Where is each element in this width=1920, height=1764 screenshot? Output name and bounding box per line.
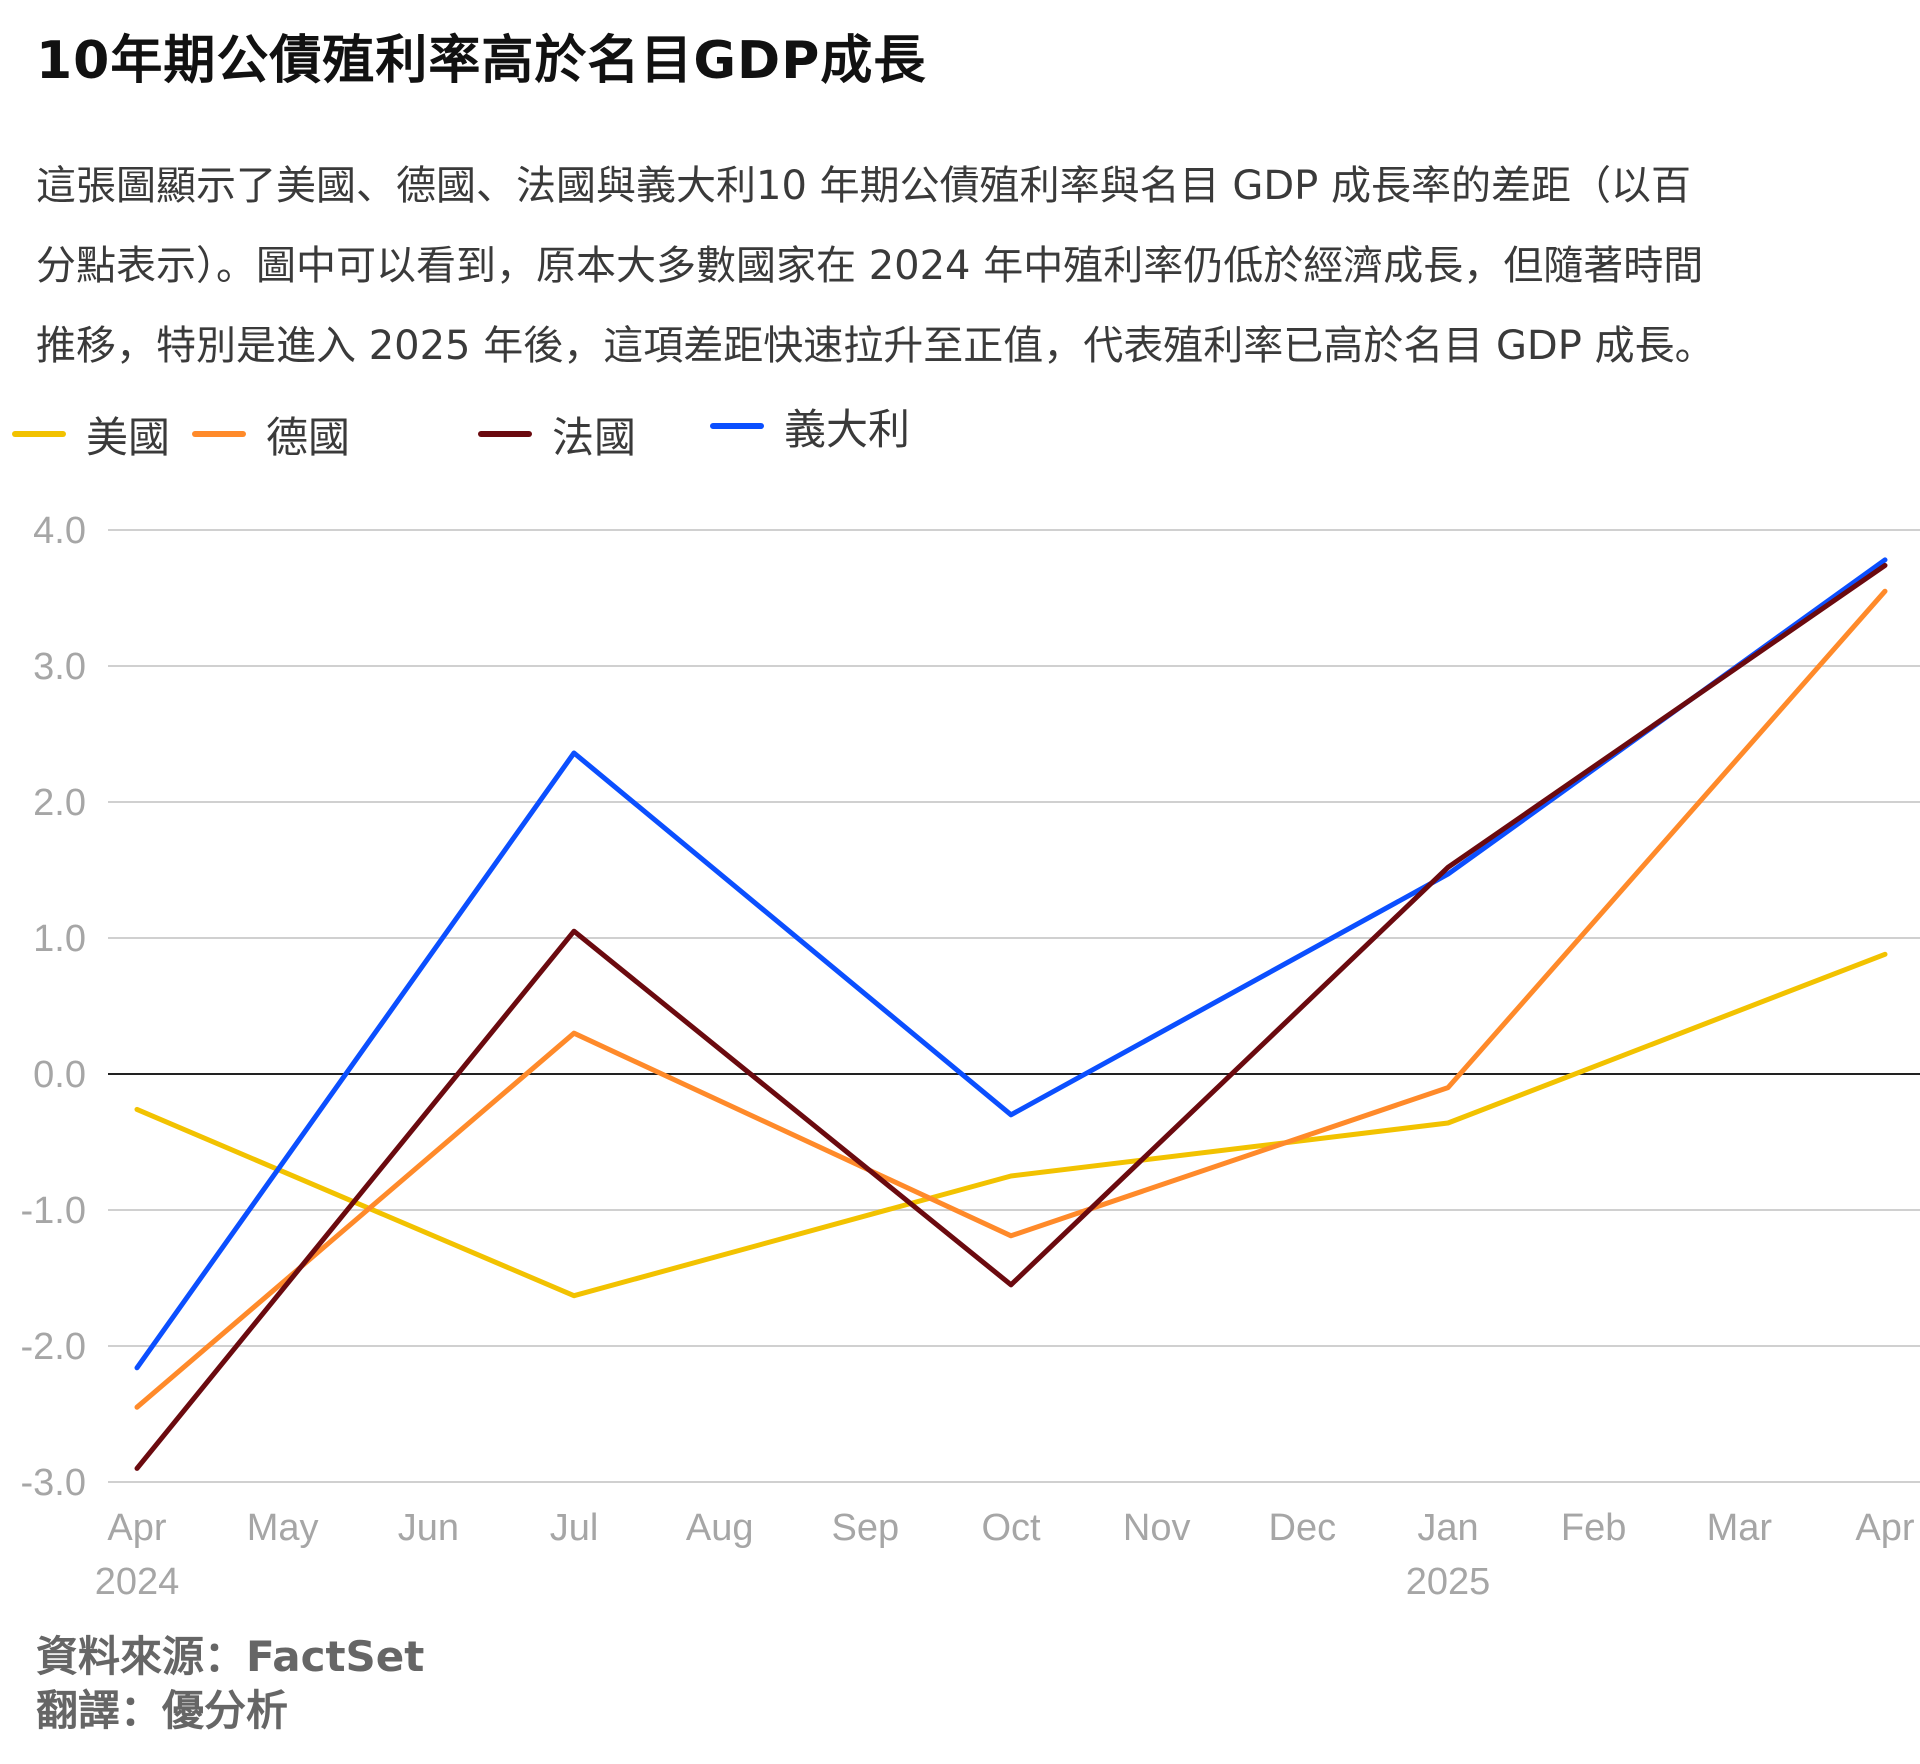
x-tick-label: Aug [686, 1507, 754, 1549]
x-tick-label: Mar [1707, 1507, 1773, 1549]
legend-swatch-italy [710, 423, 764, 429]
legend-swatch-germany [192, 431, 246, 437]
legend-item-us: 美國 [12, 404, 170, 464]
legend-item-france: 法國 [478, 404, 636, 464]
translator-line: 翻譯：優分析 [36, 1686, 289, 1735]
series-line [134, 562, 1888, 1471]
legend-label-italy: 義大利 [784, 404, 911, 454]
y-tick-label: 1.0 [33, 918, 86, 960]
series-line [134, 588, 1888, 1410]
x-tick-label: Feb [1561, 1507, 1626, 1549]
x-tick-label: Jun [398, 1507, 459, 1549]
source-line: 資料來源：FactSet [36, 1632, 425, 1681]
x-tick-label: Apr [1855, 1507, 1914, 1549]
x-year-label: 2024 [95, 1561, 180, 1603]
y-tick-label: -3.0 [21, 1462, 86, 1504]
x-year-label: 2025 [1406, 1561, 1491, 1603]
y-tick-label: -2.0 [21, 1326, 86, 1368]
legend-label-france: 法國 [552, 412, 637, 462]
x-tick-label: Dec [1269, 1507, 1337, 1549]
x-tick-label: Jan [1417, 1507, 1478, 1549]
x-tick-label: Oct [981, 1507, 1041, 1549]
y-tick-label: 4.0 [33, 510, 86, 552]
y-tick-label: -1.0 [21, 1190, 86, 1232]
description-line: 這張圖顯示了美國、德國、法國與義大利10 年期公債殖利率與名目 GDP 成長率的… [36, 163, 1691, 209]
chart-description: 這張圖顯示了美國、德國、法國與義大利10 年期公債殖利率與名目 GDP 成長率的… [36, 146, 1906, 386]
line-chart: 4.0 3.0 2.0 1.0 0.0 -1.0 -2.0 -3.0 Apr May Jun Jul A… [21, 510, 1920, 1603]
y-tick-label: 0.0 [33, 1054, 86, 1096]
legend-label-us: 美國 [86, 412, 171, 462]
legend-swatch-us [12, 431, 66, 437]
x-tick-label: Jul [550, 1507, 599, 1549]
description-line: 分點表示）。圖中可以看到，原本大多數國家在 2024 年中殖利率仍低於經濟成長，… [36, 243, 1704, 289]
chart-title: 10年期公債殖利率高於名目GDP成長 [36, 31, 927, 91]
x-tick-label: May [247, 1507, 319, 1549]
y-tick-label: 3.0 [33, 646, 86, 688]
y-tick-label: 2.0 [33, 782, 86, 824]
legend-item-italy: 義大利 [710, 396, 910, 456]
legend-item-germany: 德國 [192, 404, 350, 464]
x-tick-label: Apr [107, 1507, 166, 1549]
series-line [134, 951, 1888, 1299]
source-note: 資料來源：FactSet 翻譯：優分析 [36, 1630, 424, 1738]
series-line [134, 557, 1888, 1371]
description-line: 推移，特別是進入 2025 年後，這項差距快速拉升至正值，代表殖利率已高於名目 … [36, 323, 1715, 369]
legend-swatch-france [478, 431, 532, 437]
legend-label-germany: 德國 [266, 412, 351, 462]
x-tick-label: Nov [1123, 1507, 1191, 1549]
x-tick-label: Sep [832, 1507, 900, 1549]
